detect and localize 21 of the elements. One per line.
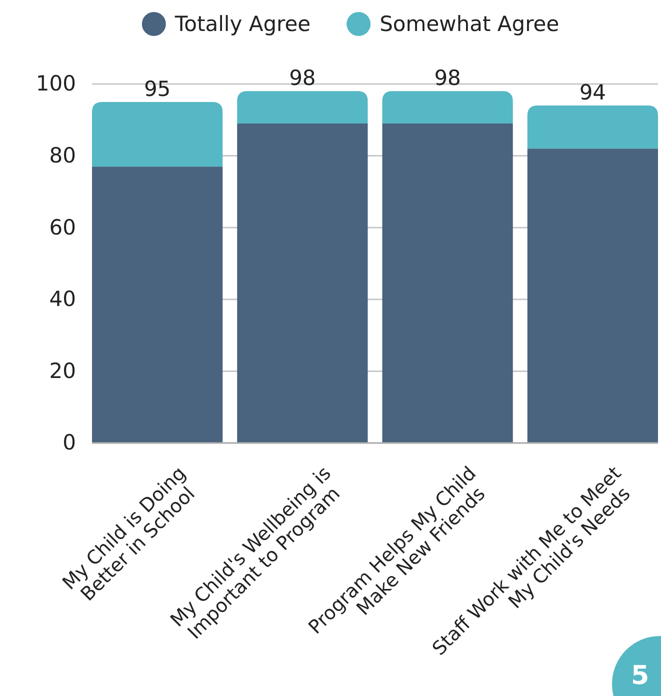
bar: [527, 148, 658, 443]
y-tick-label: 20: [49, 358, 76, 383]
bar: [237, 91, 368, 124]
bar: [382, 123, 513, 443]
y-tick-label: 80: [49, 144, 76, 168]
total-label: 94: [579, 80, 606, 105]
y-tick-label: 100: [36, 72, 76, 96]
total-label: 95: [144, 76, 171, 101]
bar: [92, 166, 223, 443]
y-tick-label: 0: [62, 430, 76, 455]
bar: [527, 106, 658, 149]
legend-label: Totally Agree: [174, 12, 311, 36]
bar: [237, 123, 368, 443]
text: 5: [630, 661, 650, 691]
total-label: 98: [434, 66, 461, 90]
y-tick-label: 60: [49, 215, 76, 240]
bar: [92, 102, 223, 167]
legend-label: Somewhat Agree: [380, 12, 560, 36]
total-label: 98: [289, 66, 316, 90]
y-tick-label: 40: [49, 287, 76, 312]
bar: [382, 91, 513, 124]
